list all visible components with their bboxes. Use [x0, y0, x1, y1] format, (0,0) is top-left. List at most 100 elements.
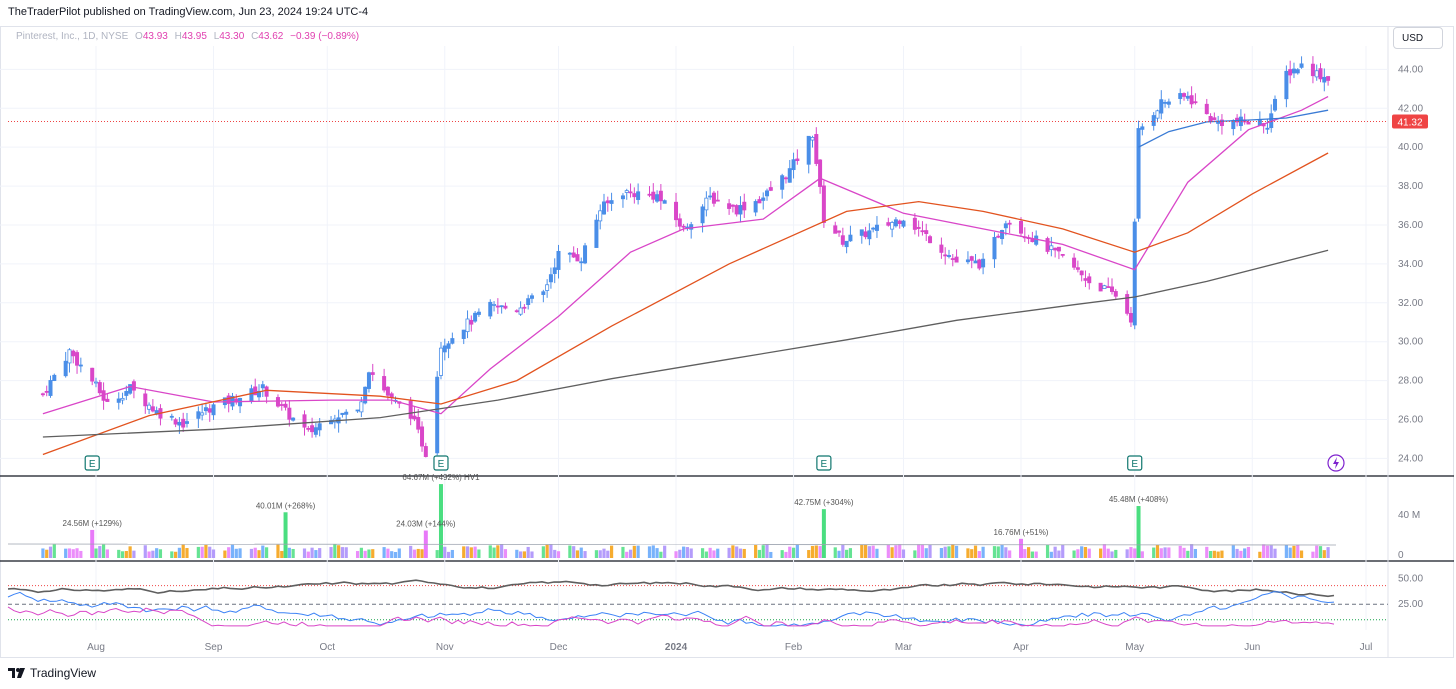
candle-body [1087, 276, 1092, 284]
candle-body [71, 350, 76, 357]
volume-bar [526, 546, 530, 558]
volume-bar [234, 548, 238, 558]
volume-bar [1023, 549, 1027, 558]
volume-bar [393, 551, 398, 558]
candle-body [355, 409, 360, 412]
candle-body [704, 197, 709, 211]
candle-body [916, 226, 921, 229]
volume-bar [553, 549, 557, 558]
candle-body [1128, 313, 1133, 323]
volume-bar [94, 548, 98, 558]
volume-bar [314, 550, 318, 558]
candle-body [977, 259, 982, 269]
volume-bar [947, 546, 951, 558]
candle-body [1314, 70, 1319, 78]
candle-body [473, 312, 478, 322]
currency-button[interactable]: USD [1393, 27, 1443, 49]
volume-bar [318, 548, 322, 558]
volume-bar [261, 545, 265, 558]
candle-body [150, 406, 155, 412]
candle-body [901, 220, 906, 227]
volume-bar [678, 549, 682, 558]
candle-body [1166, 101, 1171, 105]
candle-body [575, 254, 580, 262]
volume-bar [1212, 550, 1216, 558]
volume-bar [462, 546, 466, 558]
volume-bar [890, 547, 894, 558]
candle-body [131, 381, 136, 391]
candle-body [651, 191, 656, 200]
volume-bar [67, 548, 72, 558]
volume-bar [754, 544, 758, 558]
volume-bar [488, 545, 492, 558]
candle-body [279, 404, 284, 406]
candle-body [120, 397, 125, 401]
volume-bar [708, 547, 712, 558]
candle-body [317, 423, 322, 431]
volume-bar [515, 549, 519, 558]
candle-body [1072, 257, 1077, 268]
earnings-marker [84, 455, 100, 471]
candle-body [1125, 294, 1130, 314]
candle-body [1003, 223, 1008, 229]
volume-bar [306, 551, 310, 558]
volume-bar [367, 549, 371, 558]
volume-bar [556, 551, 561, 558]
candle-body [1079, 270, 1084, 276]
candle-body [196, 411, 201, 419]
price-tick-label: 40.00 [1398, 142, 1423, 153]
candle-body [1000, 229, 1005, 240]
footer-brand[interactable]: TradingView [30, 666, 97, 680]
candle-body [63, 360, 68, 377]
candle-body [147, 404, 152, 410]
volume-bar [769, 551, 773, 558]
volume-bar [522, 551, 526, 558]
volume-spike-bar [821, 509, 826, 558]
candle-body [681, 225, 686, 228]
time-tick-label: Nov [436, 642, 454, 653]
lightning-icon [1333, 457, 1339, 469]
candle-body [359, 401, 364, 413]
candle-body [52, 374, 57, 381]
volume-bar [1102, 544, 1107, 558]
candle-body [310, 425, 315, 433]
candle-body [1049, 245, 1054, 250]
volume-bar [784, 551, 788, 558]
candle-body [1322, 76, 1327, 83]
price-tick-label: 36.00 [1398, 220, 1423, 231]
candle-body [727, 203, 732, 209]
candle-body [708, 195, 713, 198]
candle-body [1185, 95, 1190, 99]
volume-bar [412, 549, 417, 558]
volume-bar [446, 551, 451, 558]
volume-bar [841, 544, 845, 558]
volume-bar [871, 545, 875, 558]
volume-bar [894, 545, 898, 558]
volume-bar [606, 550, 610, 558]
candle-body [837, 230, 842, 233]
volume-bar [1167, 547, 1171, 558]
candle-body [1056, 246, 1061, 252]
candle-body [291, 417, 296, 421]
oscillator-line [7, 606, 1335, 627]
candle-body [1208, 116, 1213, 122]
candle-body [438, 347, 443, 376]
volume-bar [807, 550, 811, 558]
moving-average-line [1138, 109, 1329, 148]
volume-bar [1045, 544, 1050, 558]
candle-body [203, 407, 208, 412]
candle-body [264, 386, 269, 397]
volume-bar [1053, 546, 1057, 558]
earnings-marker-label: E [438, 459, 445, 470]
volume-bar [64, 548, 68, 558]
candle-body [996, 235, 1001, 238]
volume-bar [1083, 546, 1088, 558]
volume-bar [1326, 547, 1330, 558]
candle-body [44, 390, 49, 393]
candle-body [1326, 76, 1331, 81]
time-tick-label: Sep [205, 642, 223, 653]
volume-bar [1243, 548, 1247, 558]
candle-body [738, 205, 743, 215]
candle-body [950, 258, 955, 260]
